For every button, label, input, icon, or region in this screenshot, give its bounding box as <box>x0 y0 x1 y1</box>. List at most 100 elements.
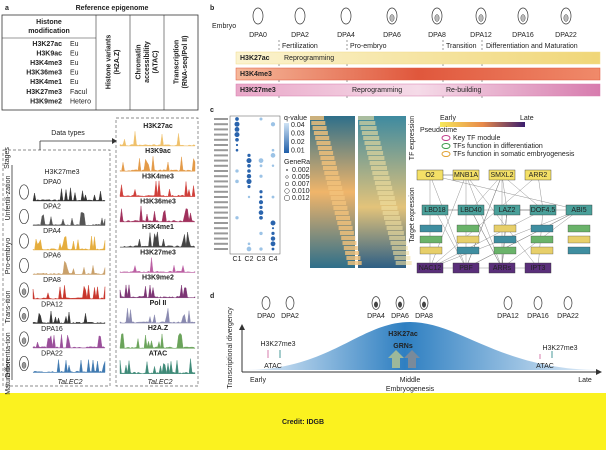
mark-name: H3K9ac <box>36 50 62 57</box>
track-label: Pol II <box>150 300 167 307</box>
stage-label: DPA2 <box>281 313 299 320</box>
embryo-core <box>478 14 484 22</box>
stages-label: Stages <box>4 147 11 169</box>
heatmap-streak <box>373 176 390 180</box>
heatmap-streak <box>378 196 395 200</box>
enrichment-dot <box>259 231 263 236</box>
size-key <box>285 175 289 179</box>
network-node <box>493 204 521 216</box>
enrichment-dot <box>259 205 263 210</box>
enrichment-dot <box>270 241 276 247</box>
column-header: Histone variants <box>106 35 113 90</box>
enrichment-dot <box>235 169 239 173</box>
gene-tick <box>214 216 228 219</box>
node-label: IPT3 <box>531 265 546 272</box>
network-edge <box>429 174 580 211</box>
credit-text: Credit: IDGB <box>282 419 324 426</box>
enrichment-dot <box>271 247 275 251</box>
signal-track <box>32 212 106 226</box>
heatmap-streak <box>382 211 399 215</box>
epigenetic-mark: H3K27me3 <box>542 345 577 352</box>
mark-band <box>235 67 601 81</box>
heatmap-streak <box>311 121 326 125</box>
stage-label: DPA22 <box>41 350 63 357</box>
stage-label: DPA12 <box>470 32 492 39</box>
cluster-label: C2 <box>245 256 254 263</box>
legend-text: Key TF module <box>453 135 500 142</box>
network-node <box>565 204 593 216</box>
network-edge <box>429 174 539 269</box>
network-edge <box>465 174 539 269</box>
embryo-core <box>520 14 526 22</box>
legend-swatch <box>441 135 451 141</box>
band-label: H3K4me3 <box>240 71 272 78</box>
embryo-core <box>563 14 569 22</box>
credit-banner <box>0 393 606 450</box>
cluster-label: C4 <box>269 256 278 263</box>
embryo-core <box>422 301 426 308</box>
embryo-core <box>398 301 402 308</box>
embryo-core <box>21 312 27 320</box>
signal-track <box>119 131 196 147</box>
network-node <box>567 235 591 244</box>
enrichment-dot <box>235 216 239 220</box>
heatmap-streak <box>376 186 393 190</box>
network-node <box>456 246 480 255</box>
heatmap-streak <box>336 216 350 220</box>
heatmap-streak <box>395 261 412 265</box>
enrichment-dot <box>271 231 275 236</box>
network-node <box>530 235 554 244</box>
embryo-icon <box>285 296 295 310</box>
node-label: ABI5 <box>571 207 586 214</box>
embryo-icon <box>261 296 271 310</box>
track-label: H3K36me3 <box>140 199 176 206</box>
network-node <box>567 224 591 233</box>
gene-label: TaLEC2 <box>147 379 172 386</box>
legend-tick: 0.0100 <box>292 188 314 195</box>
pseudotime-end: Late <box>520 115 534 122</box>
enrichment-dot <box>259 117 263 121</box>
network-edge <box>465 209 580 269</box>
heatmap-streak <box>364 141 381 145</box>
epigenetic-mark: H3K27me3 <box>260 341 295 348</box>
gene-tick <box>214 170 228 172</box>
data-types-label: Data types <box>51 130 85 137</box>
network-edge <box>501 174 544 211</box>
arrow-head <box>112 138 117 144</box>
network-node <box>493 246 517 255</box>
axis-label: Target expression <box>409 187 416 242</box>
enrichment-dot <box>246 174 252 179</box>
enrichment-dot <box>234 121 240 127</box>
stage-group: Trans-ition <box>5 290 12 323</box>
signal-track <box>119 257 196 273</box>
stage-label: DPA12 <box>497 313 519 320</box>
gene-tick <box>214 144 228 146</box>
network-node <box>416 262 444 274</box>
gene-tick <box>214 154 228 157</box>
mark-name: H3K4me1 <box>30 79 62 86</box>
gene-tick <box>214 211 228 214</box>
mark-type: Eu <box>70 60 79 67</box>
network-node <box>493 235 517 244</box>
epigenetic-mark: GRNs <box>393 343 413 350</box>
network-node <box>452 169 480 181</box>
gene-tick <box>214 227 228 230</box>
heatmap-streak <box>341 236 356 240</box>
stage-group: Differentia-tion <box>5 332 12 378</box>
network-node <box>419 224 443 233</box>
legend-swatch <box>441 143 451 149</box>
heatmap-streak <box>330 196 345 200</box>
network-node <box>530 246 554 255</box>
network-node <box>419 235 443 244</box>
enrichment-dot <box>270 153 276 158</box>
mark-band <box>235 51 601 65</box>
enrichment-dot <box>270 122 276 127</box>
enrichment-dot <box>235 148 239 152</box>
embryo-icon <box>503 296 513 310</box>
heatmap-streak <box>319 151 334 155</box>
enrichment-dot <box>270 236 276 241</box>
gene-tick <box>214 180 228 183</box>
embryo-icon <box>252 7 264 25</box>
enrichment-dot <box>234 132 240 138</box>
